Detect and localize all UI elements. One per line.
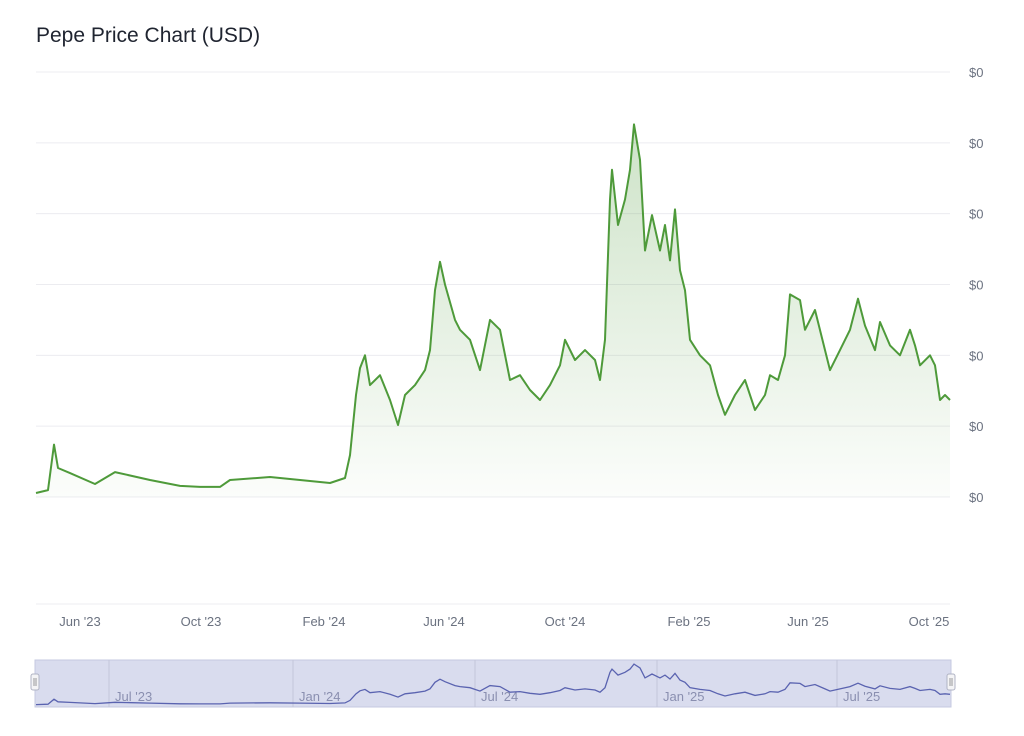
navigator-tick-label: Jan '25 [663, 689, 705, 704]
navigator-tick-label: Jul '23 [115, 689, 152, 704]
navigator-left-handle[interactable] [30, 673, 40, 691]
y-tick-label: $0 [969, 65, 983, 80]
navigator-tick-label: Jul '24 [481, 689, 518, 704]
navigator-right-handle[interactable] [946, 673, 956, 691]
x-tick-label: Jun '23 [59, 614, 101, 629]
y-tick-label: $0 [969, 348, 983, 363]
navigator-tick-label: Jul '25 [843, 689, 880, 704]
x-tick-label: Oct '23 [181, 614, 222, 629]
x-tick-label: Jun '25 [787, 614, 829, 629]
y-tick-label: $0 [969, 136, 983, 151]
x-tick-label: Oct '25 [909, 614, 950, 629]
handle-grip[interactable] [30, 673, 40, 691]
x-tick-label: Jun '24 [423, 614, 465, 629]
chart-title: Pepe Price Chart (USD) [36, 24, 260, 47]
y-tick-label: $0 [969, 207, 983, 222]
x-tick-label: Feb '25 [668, 614, 711, 629]
handle-grip[interactable] [946, 673, 956, 691]
y-tick-label: $0 [969, 490, 983, 505]
price-line [35, 123, 951, 494]
y-tick-label: $0 [969, 419, 983, 434]
navigator-tick-label: Jan '24 [299, 689, 341, 704]
navigator-line [35, 663, 951, 706]
x-tick-label: Oct '24 [545, 614, 586, 629]
x-tick-label: Feb '24 [303, 614, 346, 629]
y-tick-label: $0 [969, 278, 983, 293]
price-area [36, 124, 950, 498]
